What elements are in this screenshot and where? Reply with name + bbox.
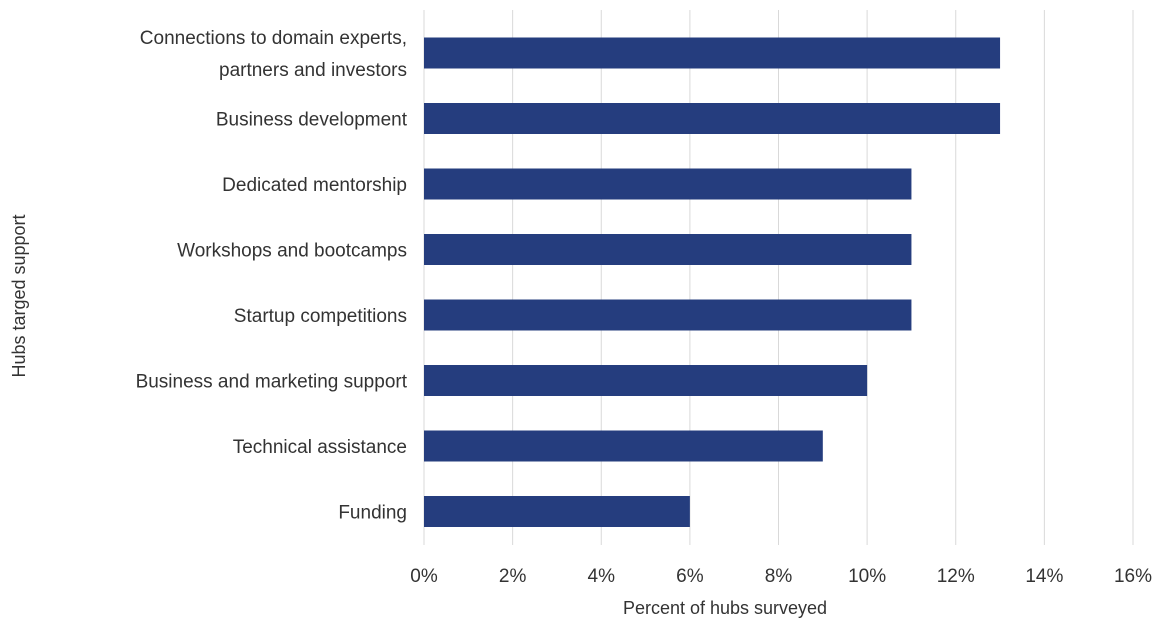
category-label: Workshops and bootcamps bbox=[177, 241, 407, 262]
bar bbox=[424, 430, 823, 462]
bar bbox=[424, 168, 912, 200]
y-axis-title: Hubs targed support bbox=[9, 214, 29, 377]
x-axis-title: Percent of hubs surveyed bbox=[623, 598, 827, 618]
category-label: Connections to domain experts, bbox=[140, 28, 407, 49]
bars bbox=[424, 37, 1001, 527]
bar bbox=[424, 37, 1001, 69]
gridlines bbox=[423, 10, 1134, 545]
x-tick-label: 2% bbox=[499, 566, 527, 587]
category-label: partners and investors bbox=[219, 60, 407, 81]
x-tick-label: 16% bbox=[1114, 566, 1152, 587]
x-tick-label: 4% bbox=[588, 566, 616, 587]
category-label: Technical assistance bbox=[233, 437, 407, 458]
x-tick-label: 6% bbox=[676, 566, 704, 587]
bar bbox=[424, 496, 690, 527]
category-label: Business and marketing support bbox=[136, 372, 408, 393]
x-tick-label: 14% bbox=[1025, 566, 1063, 587]
x-tick-label: 10% bbox=[848, 566, 886, 587]
x-tick-labels: 0% 2% 4% 6% 8% 10% 12% 14% 16% bbox=[410, 566, 1152, 587]
x-tick-label: 12% bbox=[937, 566, 975, 587]
category-label: Business development bbox=[216, 110, 408, 131]
x-tick-label: 0% bbox=[410, 566, 438, 587]
bar bbox=[424, 365, 868, 396]
bar bbox=[424, 234, 912, 265]
category-label: Startup competitions bbox=[234, 306, 407, 327]
category-label: Funding bbox=[338, 503, 407, 524]
bar bbox=[424, 299, 912, 331]
x-tick-label: 8% bbox=[765, 566, 793, 587]
category-label: Dedicated mentorship bbox=[222, 175, 407, 196]
bar bbox=[424, 103, 1001, 134]
category-labels: Connections to domain experts, partners a… bbox=[136, 28, 408, 524]
